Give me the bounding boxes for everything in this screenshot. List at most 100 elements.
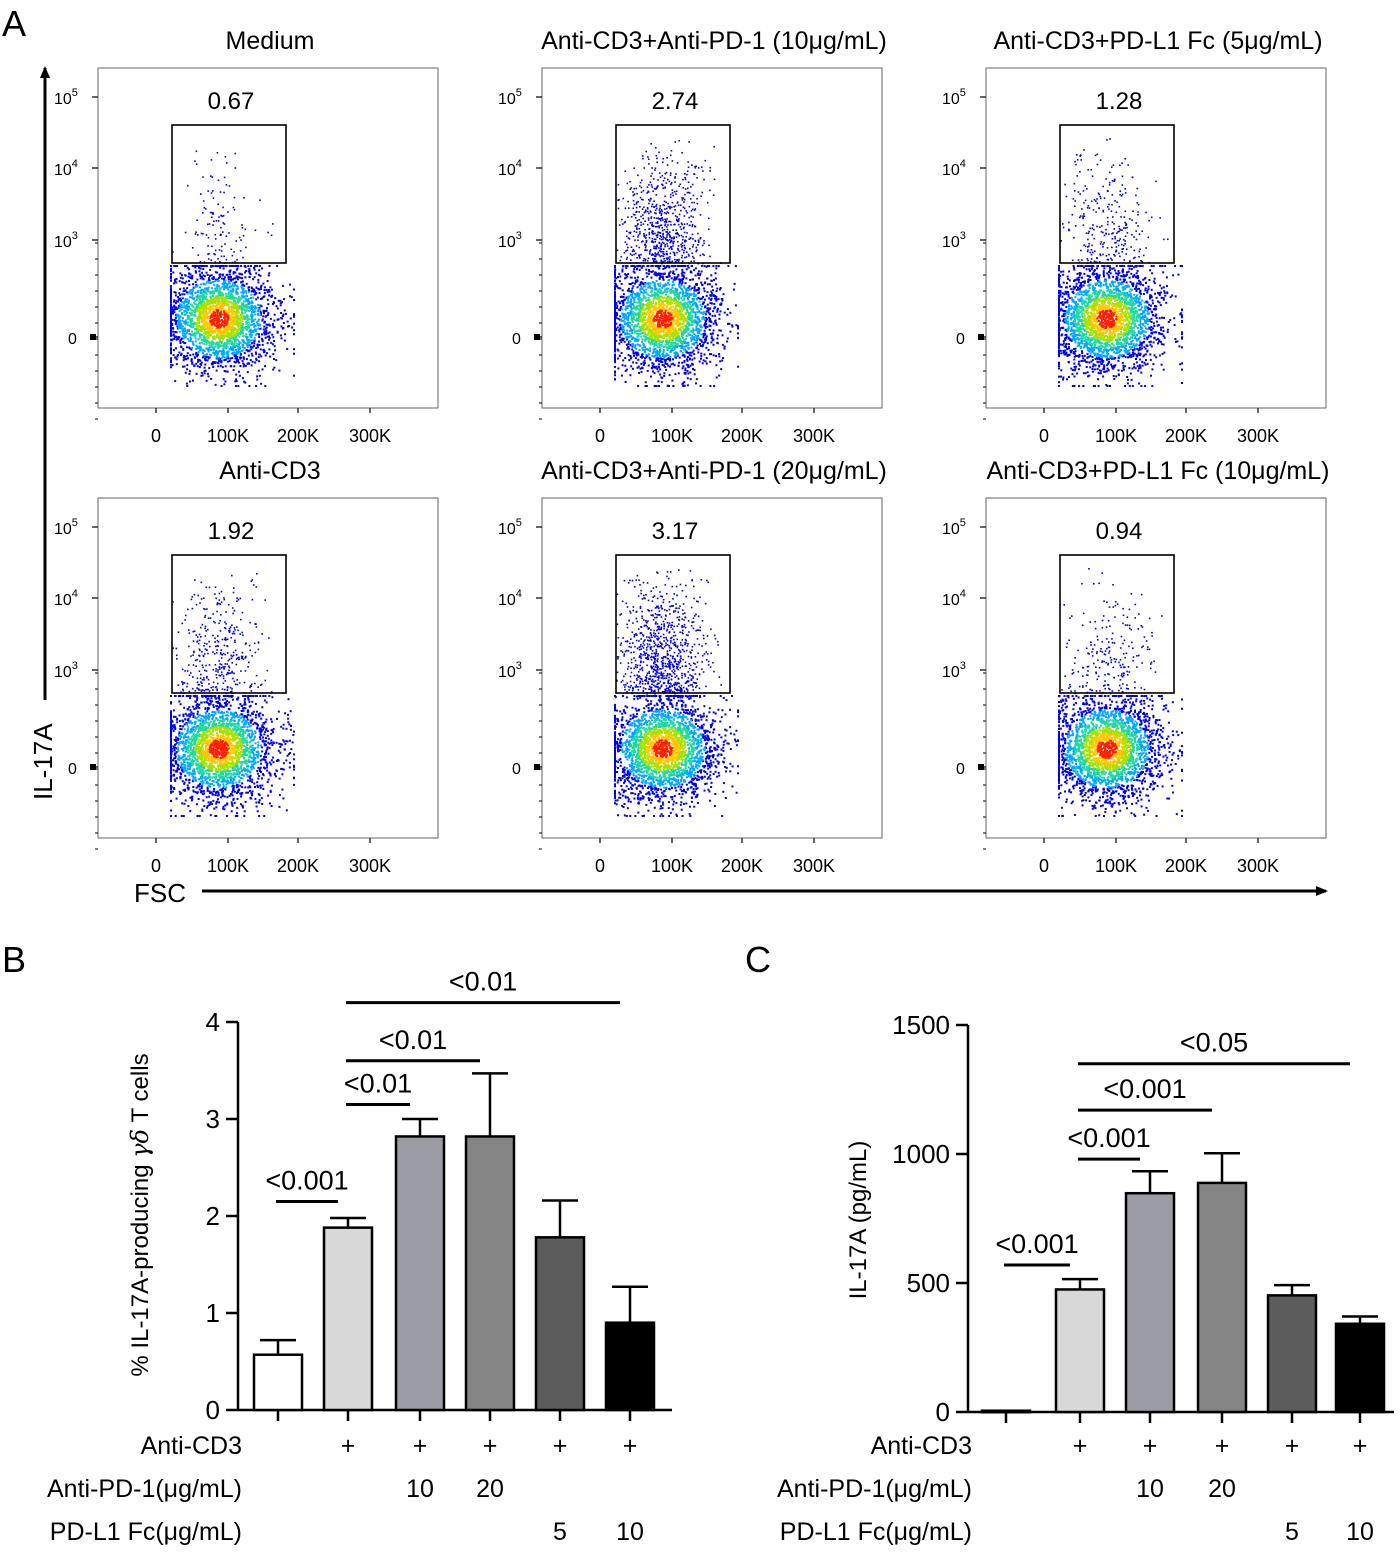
flow-x-tick-label: 300K: [349, 856, 391, 876]
flow-x-tick-label: 0: [151, 426, 161, 446]
il17a-axis-label: IL-17A: [28, 723, 58, 800]
condition-row-label: Anti-PD-1(μg/mL): [777, 1475, 972, 1503]
flow-y-tick-label: 103: [54, 230, 78, 251]
p-value-label: <0.001: [1103, 1074, 1186, 1104]
bar-2: [1056, 1289, 1104, 1412]
flow-y-tick-label: 104: [942, 158, 966, 179]
flow-x-tick-label: 300K: [793, 856, 835, 876]
flow-zero-marker: [978, 764, 984, 770]
flow-zero-marker: [90, 764, 96, 770]
flow-x-tick-label: 100K: [1095, 856, 1137, 876]
p-value-label: <0.001: [265, 1165, 348, 1195]
flow-plot-frame: [98, 498, 438, 838]
condition-cell: +: [623, 1432, 638, 1460]
flow-panel-title: Medium: [226, 27, 315, 55]
flow-x-tick-label: 300K: [793, 426, 835, 446]
condition-cell: 20: [476, 1475, 504, 1503]
condition-cell: +: [1215, 1432, 1230, 1460]
condition-row-label: Anti-CD3: [871, 1432, 972, 1460]
flow-x-tick-label: 100K: [1095, 426, 1137, 446]
condition-cell: +: [1073, 1432, 1088, 1460]
flow-zero-marker: [534, 334, 540, 340]
flow-y-tick-label: 103: [54, 660, 78, 681]
flow-x-tick-label: 200K: [277, 856, 319, 876]
condition-row-label: PD-L1 Fc(μg/mL): [50, 1518, 242, 1546]
flow-event-dots: [170, 573, 295, 817]
flow-x-tick-label: 100K: [651, 856, 693, 876]
y-tick-label: 500: [907, 1268, 950, 1298]
condition-cell: +: [483, 1432, 498, 1460]
condition-cell: 20: [1208, 1475, 1236, 1503]
flow-y-tick-label: 0: [68, 331, 77, 348]
y-tick-label: 1: [206, 1298, 220, 1328]
bar-1: [982, 1411, 1030, 1413]
flow-y-tick-label: 104: [498, 588, 522, 609]
p-value-label: <0.001: [995, 1229, 1078, 1259]
flow-y-tick-label: 103: [498, 230, 522, 251]
condition-cell: 10: [616, 1518, 644, 1546]
flow-x-tick-label: 300K: [1237, 856, 1279, 876]
panel-letter-b: B: [2, 939, 26, 980]
bar-3: [1126, 1193, 1174, 1412]
flow-y-tick-label: 0: [512, 331, 521, 348]
gate-percentage: 0.94: [1096, 518, 1143, 545]
flow-panel-title: Anti-CD3+Anti-PD-1 (20μg/mL): [541, 457, 887, 485]
flow-x-tick-label: 0: [1039, 856, 1049, 876]
figure: A B C Medium10510410300 100K 200K 300K0.67A…: [0, 0, 1400, 1552]
flow-y-tick-label: 104: [942, 588, 966, 609]
flow-y-tick-label: 103: [942, 660, 966, 681]
bar-3: [396, 1136, 444, 1410]
p-value-label: <0.01: [449, 967, 517, 997]
flow-x-tick-label: 200K: [1165, 426, 1207, 446]
flow-y-tick-label: 103: [942, 230, 966, 251]
condition-cell: +: [413, 1432, 428, 1460]
condition-row-label: PD-L1 Fc(μg/mL): [780, 1518, 972, 1546]
flow-plot-frame: [542, 68, 882, 408]
gamma-delta-symbol: γδ: [126, 1129, 154, 1158]
condition-cell: +: [553, 1432, 568, 1460]
gate-percentage: 3.17: [652, 518, 699, 545]
flow-panel-title: Anti-CD3+PD-L1 Fc (10μg/mL): [987, 457, 1330, 485]
y-tick-label: 1000: [892, 1139, 950, 1169]
condition-cell: 5: [1285, 1518, 1299, 1546]
flow-x-tick-label: 100K: [207, 426, 249, 446]
chart-c-y-label: IL-17A (pg/mL): [845, 1141, 872, 1300]
condition-row-label: Anti-PD-1(μg/mL): [47, 1475, 242, 1503]
gate-box: [172, 125, 286, 263]
flow-y-tick-label: 0: [68, 761, 77, 778]
bar-chart-c: IL-17A (pg/mL) 050010001500<0.001<0.001<…: [777, 1010, 1394, 1546]
flow-y-tick-label: 104: [54, 158, 78, 179]
bar-5: [536, 1237, 584, 1410]
bar-chart-b: % IL-17A-producing γδ T cells 01234<0.00…: [47, 967, 672, 1546]
condition-cell: 10: [1136, 1475, 1164, 1503]
flow-y-tick-label: 0: [956, 331, 965, 348]
flow-x-tick-label: 200K: [721, 856, 763, 876]
y-tick-label: 0: [206, 1395, 220, 1425]
y-tick-label: 1500: [892, 1010, 950, 1040]
flow-y-tick-label: 105: [942, 517, 966, 538]
flow-x-tick-label: 0: [1039, 426, 1049, 446]
gate-percentage: 1.28: [1096, 88, 1143, 115]
y-tick-label: 0: [936, 1397, 950, 1427]
condition-cell: +: [341, 1432, 356, 1460]
flow-y-tick-label: 105: [942, 87, 966, 108]
flow-y-tick-label: 104: [54, 588, 78, 609]
y-tick-label: 2: [206, 1201, 220, 1231]
flow-x-tick-label: 100K: [651, 426, 693, 446]
flow-x-tick-label: 0: [595, 426, 605, 446]
flow-zero-marker: [90, 334, 96, 340]
bar-4: [1198, 1183, 1246, 1412]
bar-5: [1268, 1295, 1316, 1412]
gate-box: [1060, 125, 1174, 263]
flow-zero-marker: [534, 764, 540, 770]
p-value-label: <0.01: [344, 1068, 412, 1098]
bar-4: [466, 1136, 514, 1410]
y-tick-label: 4: [206, 1007, 220, 1037]
bar-1: [254, 1355, 302, 1410]
p-value-label: <0.01: [379, 1025, 447, 1055]
flow-y-tick-label: 105: [54, 517, 78, 538]
